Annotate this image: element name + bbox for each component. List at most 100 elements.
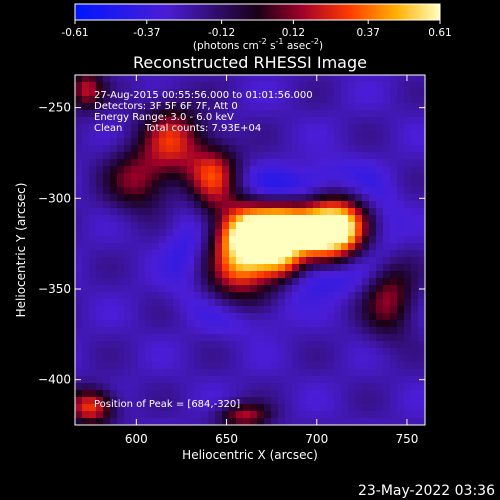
heatmap-cell: [173, 327, 181, 335]
heatmap-cell: [418, 292, 425, 300]
heatmap-cell: [376, 250, 384, 258]
heatmap-cell: [166, 404, 174, 412]
heatmap-cell: [376, 390, 384, 398]
heatmap-cell: [173, 299, 181, 307]
heatmap-cell: [180, 187, 188, 195]
heatmap-cell: [159, 243, 167, 251]
heatmap-cell: [201, 194, 209, 202]
heatmap-cell: [320, 201, 328, 209]
heatmap-cell: [187, 208, 195, 216]
heatmap-cell: [187, 313, 195, 321]
heatmap-cell: [89, 208, 97, 216]
heatmap-cell: [264, 152, 272, 160]
heatmap-cell: [159, 75, 167, 83]
heatmap-cell: [376, 152, 384, 160]
heatmap-cell: [397, 257, 405, 265]
heatmap-cell: [166, 96, 174, 104]
heatmap-cell: [103, 411, 111, 419]
heatmap-cell: [313, 397, 321, 405]
heatmap-cell: [103, 201, 111, 209]
heatmap-cell: [145, 124, 153, 132]
heatmap-cell: [152, 166, 160, 174]
heatmap-cell: [292, 390, 300, 398]
heatmap-cell: [243, 285, 251, 293]
heatmap-cell: [271, 250, 279, 258]
heatmap-cell: [103, 292, 111, 300]
heatmap-cell: [173, 334, 181, 342]
heatmap-cell: [390, 131, 398, 139]
heatmap-cell: [173, 278, 181, 286]
heatmap-cell: [418, 243, 425, 251]
heatmap-cell: [411, 397, 419, 405]
heatmap-cell: [117, 369, 125, 377]
heatmap-cell: [313, 257, 321, 265]
heatmap-cell: [404, 180, 412, 188]
heatmap-cell: [362, 404, 370, 412]
heatmap-cell: [215, 166, 223, 174]
heatmap-cell: [159, 222, 167, 230]
heatmap-cell: [306, 145, 314, 153]
heatmap-cell: [285, 131, 293, 139]
heatmap-cell: [278, 369, 286, 377]
heatmap-cell: [96, 292, 104, 300]
heatmap-cell: [110, 418, 118, 425]
heatmap-cell: [159, 131, 167, 139]
heatmap-cell: [138, 404, 146, 412]
heatmap-cell: [341, 369, 349, 377]
heatmap-cell: [145, 299, 153, 307]
heatmap-cell: [166, 180, 174, 188]
heatmap-cell: [82, 166, 90, 174]
heatmap-cell: [271, 264, 279, 272]
heatmap-cell: [264, 103, 272, 111]
heatmap-cell: [194, 173, 202, 181]
heatmap-cell: [257, 194, 265, 202]
heatmap-cell: [208, 138, 216, 146]
heatmap-cell: [376, 215, 384, 223]
heatmap-cell: [369, 138, 377, 146]
heatmap-cell: [96, 306, 104, 314]
heatmap-cell: [320, 369, 328, 377]
heatmap-cell: [418, 222, 425, 230]
heatmap-cell: [390, 110, 398, 118]
heatmap-cell: [145, 341, 153, 349]
heatmap-cell: [285, 411, 293, 419]
heatmap-cell: [306, 75, 314, 83]
heatmap-cell: [334, 243, 342, 251]
heatmap-cell: [306, 362, 314, 370]
heatmap-cell: [117, 215, 125, 223]
heatmap-cell: [334, 278, 342, 286]
heatmap-cell: [299, 292, 307, 300]
heatmap-cell: [404, 173, 412, 181]
heatmap-cell: [215, 145, 223, 153]
heatmap-cell: [278, 229, 286, 237]
heatmap-cell: [376, 180, 384, 188]
heatmap-cell: [376, 292, 384, 300]
heatmap-cell: [383, 320, 391, 328]
heatmap-cell: [271, 187, 279, 195]
heatmap-cell: [362, 89, 370, 97]
heatmap-cell: [369, 173, 377, 181]
heatmap-cell: [341, 299, 349, 307]
heatmap-cell: [208, 243, 216, 251]
heatmap-cell: [250, 397, 258, 405]
heatmap-cell: [404, 201, 412, 209]
heatmap-cell: [75, 411, 83, 419]
heatmap-cell: [362, 383, 370, 391]
heatmap-cell: [194, 89, 202, 97]
heatmap-cell: [257, 96, 265, 104]
heatmap-cell: [194, 82, 202, 90]
heatmap-cell: [103, 222, 111, 230]
heatmap-cell: [138, 236, 146, 244]
heatmap-cell: [369, 397, 377, 405]
heatmap-cell: [369, 341, 377, 349]
heatmap-cell: [327, 131, 335, 139]
heatmap-cell: [341, 334, 349, 342]
heatmap-cell: [166, 299, 174, 307]
heatmap-cell: [313, 194, 321, 202]
heatmap-cell: [117, 222, 125, 230]
heatmap-cell: [236, 187, 244, 195]
heatmap-cell: [194, 313, 202, 321]
heatmap-cell: [369, 236, 377, 244]
heatmap-cell: [187, 173, 195, 181]
heatmap-cell: [264, 201, 272, 209]
